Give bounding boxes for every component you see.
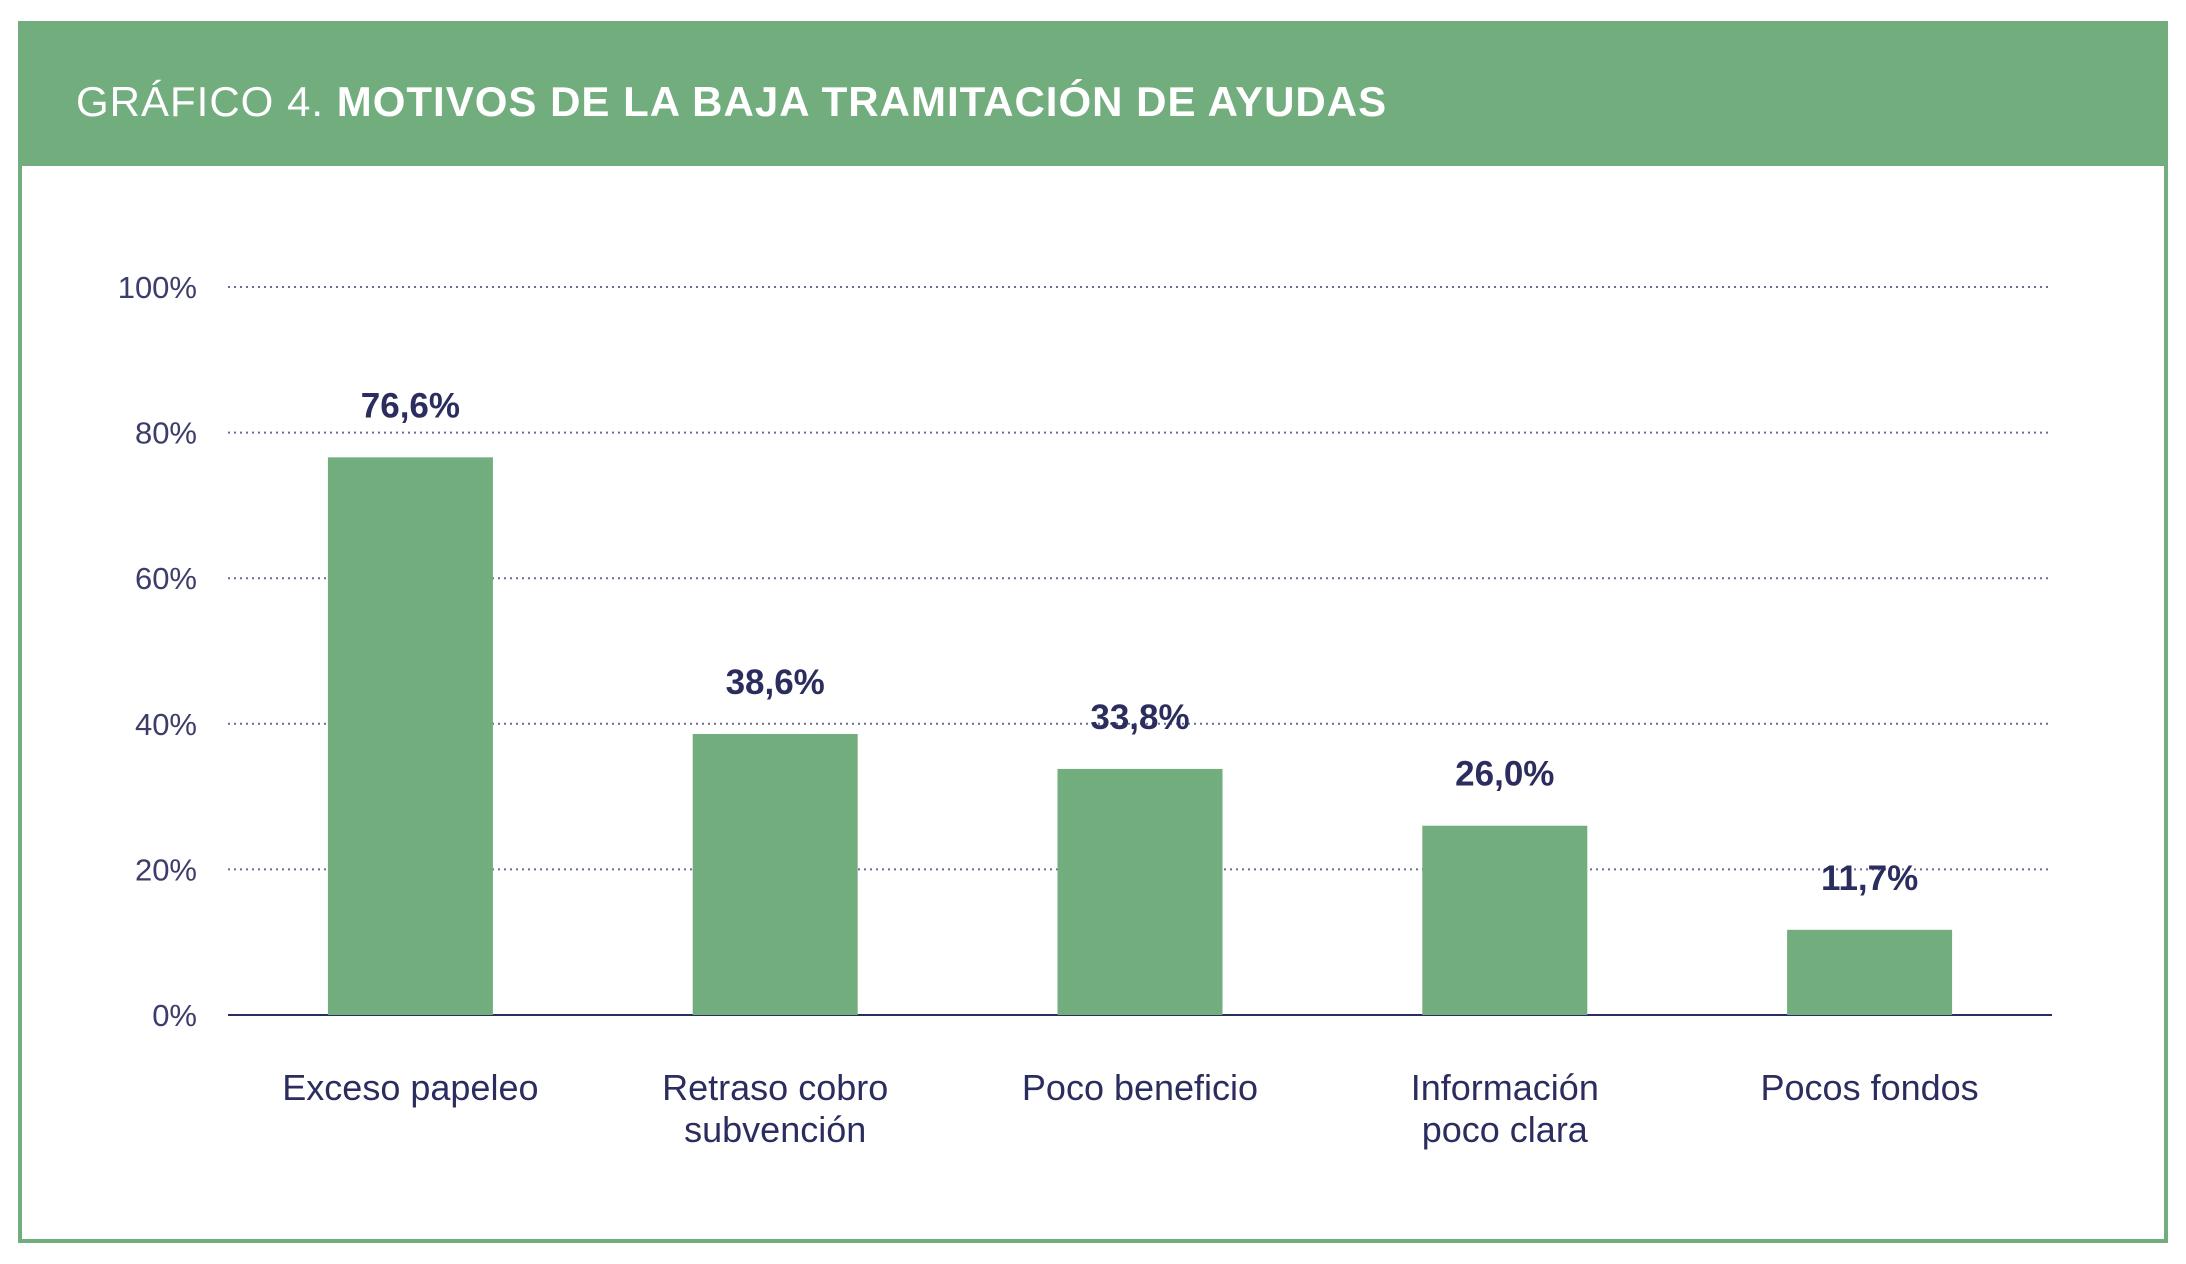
y-axis-ticks: 0% 20% 40% 60% 80% 100%	[118, 270, 197, 1033]
category-label-line: Pocos fondos	[1761, 1067, 1979, 1108]
category-label-line: Retraso cobro	[662, 1067, 888, 1108]
value-label-1: 76,6%	[361, 386, 460, 425]
category-label-4: Información poco clara	[1411, 1067, 1599, 1150]
chart-title: GRÁFICO 4. MOTIVOS DE LA BAJA TRAMITACIÓ…	[76, 77, 1387, 127]
bar-4	[1422, 825, 1588, 1015]
chart-title-prefix: GRÁFICO 4.	[76, 78, 325, 125]
category-label-1: Exceso papeleo	[282, 1067, 538, 1108]
bar-2	[692, 733, 858, 1015]
category-label-5: Pocos fondos	[1761, 1067, 1979, 1108]
category-label-3: Poco beneficio	[1022, 1067, 1258, 1108]
chart-header: GRÁFICO 4. MOTIVOS DE LA BAJA TRAMITACIÓ…	[22, 25, 2164, 166]
category-label-line: poco clara	[1422, 1109, 1589, 1150]
value-label-5: 11,7%	[1821, 859, 1918, 898]
bars	[327, 457, 1953, 1015]
category-label-line: subvención	[684, 1109, 866, 1150]
y-tick-label-60: 60%	[135, 561, 197, 596]
category-label-line: Poco beneficio	[1022, 1067, 1258, 1108]
y-tick-label-80: 80%	[135, 416, 197, 451]
category-label-line: Exceso papeleo	[282, 1067, 538, 1108]
chart-title-main: MOTIVOS DE LA BAJA TRAMITACIÓN DE AYUDAS	[336, 78, 1388, 125]
value-label-2: 38,6%	[726, 663, 825, 702]
category-labels: Exceso papeleo Retraso cobro subvención Poc…	[282, 1067, 1978, 1150]
y-tick-label-40: 40%	[135, 707, 197, 742]
bar-1	[327, 457, 493, 1015]
y-tick-label-20: 20%	[135, 852, 197, 887]
category-label-2: Retraso cobro subvención	[662, 1067, 888, 1150]
y-tick-label-0: 0%	[152, 998, 197, 1033]
value-label-3: 33,8%	[1090, 698, 1189, 737]
bar-3	[1057, 768, 1223, 1015]
bar-5	[1787, 929, 1953, 1015]
category-label-line: Información	[1411, 1067, 1599, 1108]
y-tick-label-100: 100%	[118, 270, 197, 305]
value-labels: 76,6% 38,6% 33,8% 26,0% 11,7%	[361, 386, 1918, 897]
value-label-4: 26,0%	[1455, 755, 1554, 794]
